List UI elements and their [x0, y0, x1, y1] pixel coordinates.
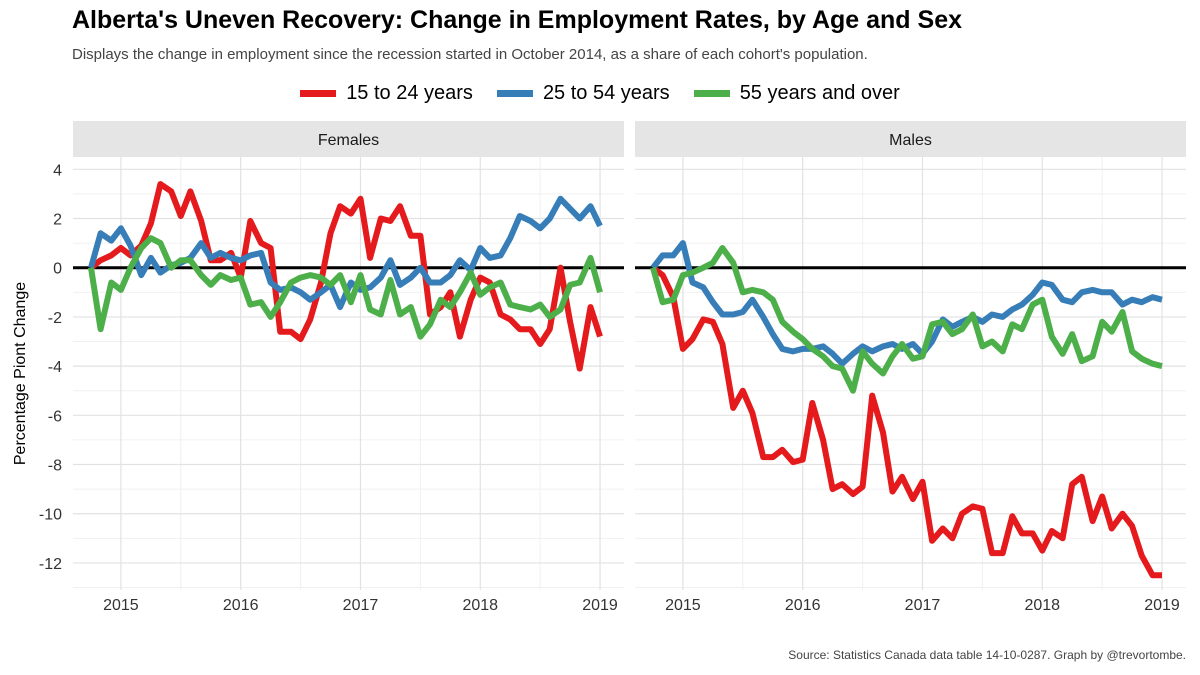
- legend-label-55-plus: 55 years and over: [739, 82, 900, 104]
- y-tick-label: 2: [53, 212, 62, 229]
- y-tick-label: -12: [39, 556, 62, 573]
- facet-label-females: Females: [318, 132, 379, 149]
- legend-label-25-54: 25 to 54 years: [542, 82, 670, 104]
- x-tick-label: 2018: [1024, 597, 1060, 614]
- y-axis-title: Percentage Piont Change: [12, 282, 29, 465]
- x-tick-label: 2018: [462, 597, 498, 614]
- legend: 15 to 24 years 25 to 54 years 55 years a…: [0, 82, 1200, 105]
- facet-label-males: Males: [889, 132, 932, 149]
- series-line-males-55-years-and-over: [650, 245, 1163, 394]
- y-tick-label: -8: [48, 458, 62, 475]
- legend-item-25-54: 25 to 54 years: [496, 82, 670, 105]
- x-tick-label: 2019: [582, 597, 618, 614]
- legend-item-15-24: 15 to 24 years: [300, 82, 473, 105]
- x-tick-label: 2016: [223, 597, 259, 614]
- series-line-females-55-years-and-over: [88, 235, 603, 340]
- y-tick-label: -4: [48, 359, 62, 376]
- y-tick-label: -6: [48, 408, 62, 425]
- x-tick-label: 2015: [665, 597, 701, 614]
- legend-label-15-24: 15 to 24 years: [346, 82, 473, 104]
- x-tick-label: 2017: [343, 597, 379, 614]
- legend-key-15-24: [300, 90, 337, 97]
- y-tick-label: 4: [53, 162, 62, 179]
- legend-key-55-plus: [693, 90, 730, 97]
- facet-strip-females: [73, 121, 624, 157]
- facet-strip-males: [635, 121, 1186, 157]
- source-caption: Source: Statistics Canada data table 14-…: [788, 648, 1186, 662]
- x-tick-label: 2015: [103, 597, 139, 614]
- series-line-females-15-to-24-years: [89, 181, 603, 372]
- y-tick-label: 0: [53, 261, 62, 278]
- y-tick-label: -2: [48, 310, 62, 327]
- x-tick-label: 2016: [785, 597, 821, 614]
- y-tick-label: -10: [39, 507, 62, 524]
- legend-item-55-plus: 55 years and over: [693, 82, 900, 105]
- legend-key-25-54: [496, 90, 533, 97]
- x-tick-label: 2017: [905, 597, 941, 614]
- chart-subtitle: Displays the change in employment since …: [72, 46, 868, 63]
- chart-title: Alberta's Uneven Recovery: Change in Emp…: [72, 6, 963, 34]
- series-line-males-15-to-24-years: [651, 265, 1162, 579]
- x-tick-label: 2019: [1144, 597, 1180, 614]
